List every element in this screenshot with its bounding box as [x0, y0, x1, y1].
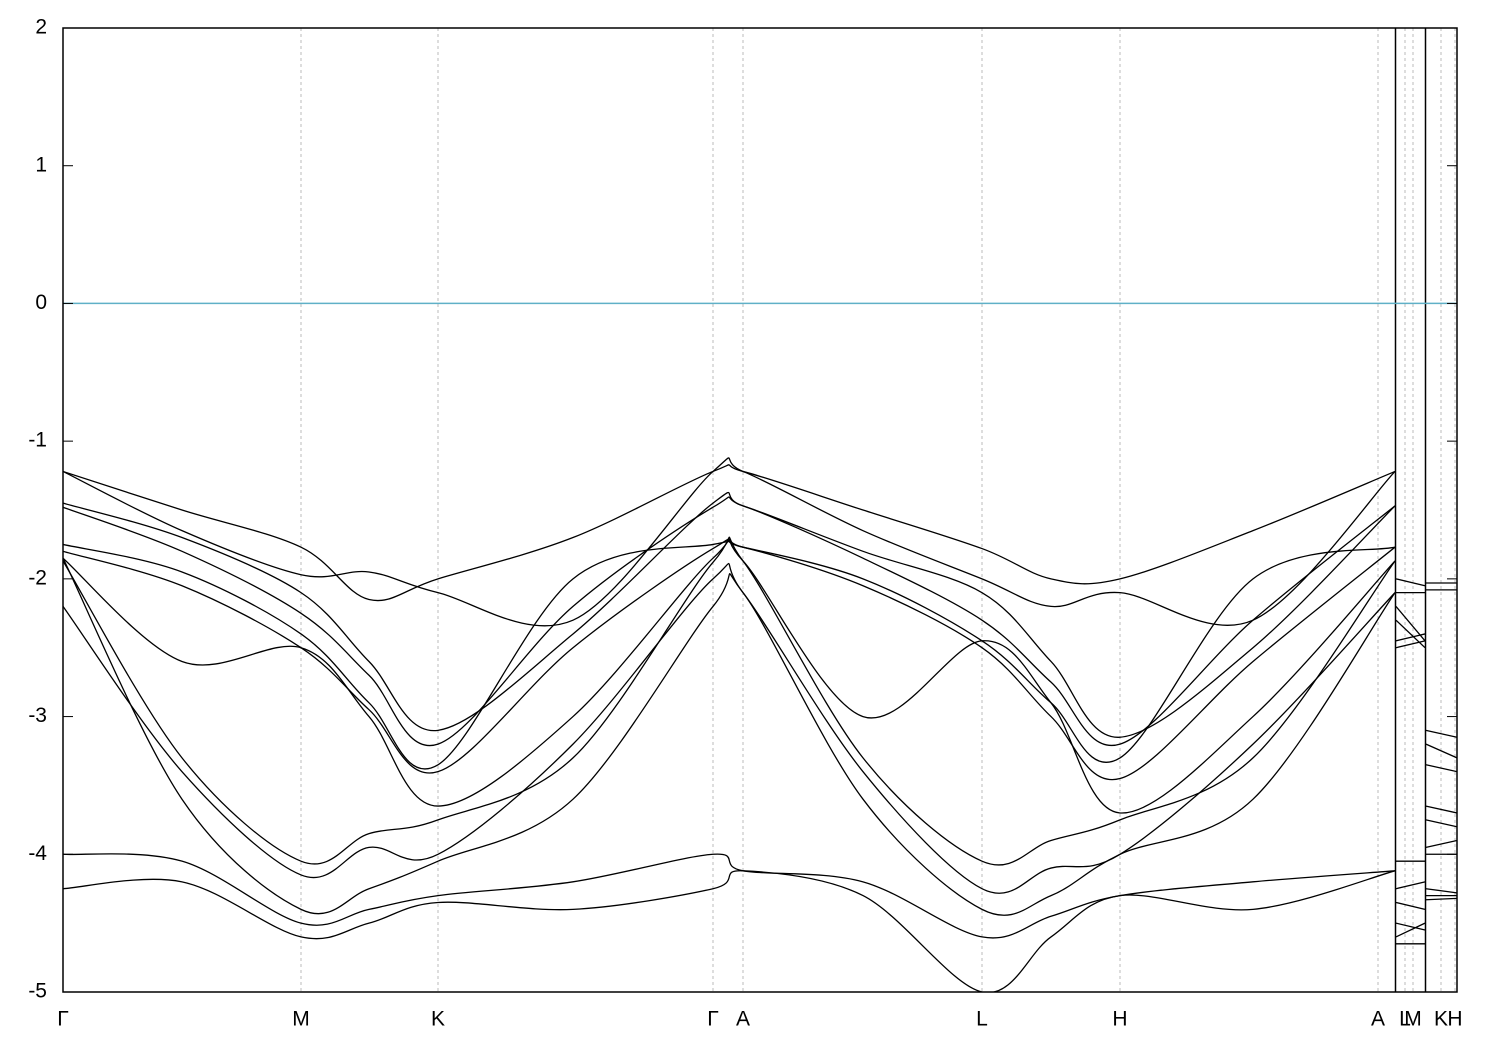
y-tick-label: 2	[35, 16, 47, 39]
y-tick-label: 1	[35, 153, 47, 176]
x-tick-label: L	[976, 1008, 988, 1031]
band-line	[63, 496, 1457, 759]
band-line	[63, 538, 1457, 814]
band-line	[63, 457, 1457, 627]
y-tick-label: -4	[28, 842, 47, 865]
x-tick-label: H	[1447, 1008, 1462, 1031]
x-tick-label: M	[292, 1008, 310, 1031]
x-tick-label: L	[1399, 1008, 1411, 1031]
y-tick-label: 0	[35, 291, 47, 314]
band-line	[63, 464, 1457, 602]
x-tick-label: Γ	[707, 1008, 719, 1031]
band-line	[63, 536, 1457, 890]
band-line	[63, 870, 1457, 992]
plot-frame	[62, 27, 1458, 993]
x-tick-label: A	[736, 1008, 750, 1031]
x-tick-label: A	[1371, 1008, 1385, 1031]
x-tick-label: K	[431, 1008, 445, 1031]
x-tick-label: K	[1434, 1008, 1448, 1031]
x-tick-label: H	[1112, 1008, 1127, 1031]
band-line	[63, 557, 1457, 931]
x-tick-label: M	[1404, 1008, 1422, 1031]
y-tick-label: -1	[28, 429, 47, 452]
x-tick-label: Γ	[57, 1008, 69, 1031]
y-tick-label: -2	[28, 566, 47, 589]
y-tick-label: -3	[28, 704, 47, 727]
grid	[62, 28, 1456, 992]
bands	[63, 302, 1457, 992]
y-tick-label: -5	[28, 980, 47, 1003]
band-line	[63, 540, 1457, 773]
band-line	[63, 539, 1457, 862]
